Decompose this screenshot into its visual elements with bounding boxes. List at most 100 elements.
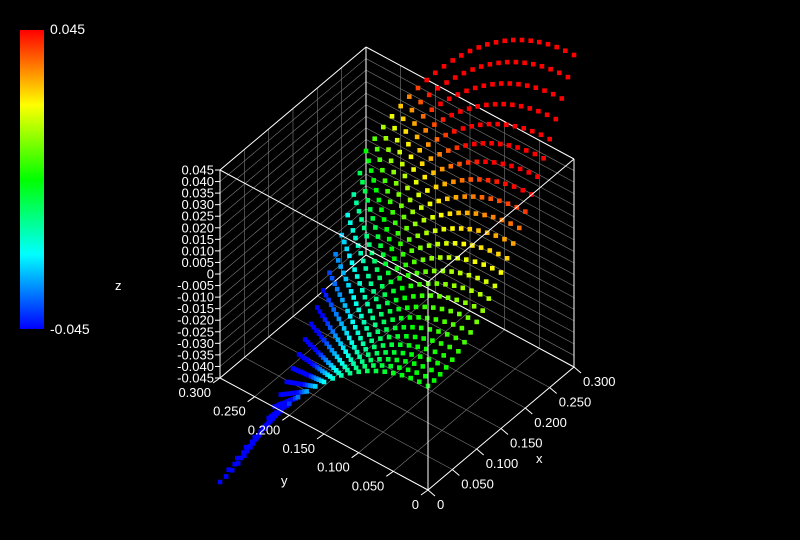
data-point — [442, 181, 447, 187]
data-point — [358, 250, 363, 256]
z-tick-label: -0.010 — [177, 290, 214, 305]
data-point — [273, 413, 278, 419]
data-point — [539, 64, 545, 69]
data-point — [464, 210, 470, 216]
data-point — [390, 317, 395, 322]
grid-line — [358, 329, 505, 453]
data-point — [244, 448, 250, 454]
data-point — [379, 311, 384, 317]
y-axis-label: y — [281, 473, 288, 488]
data-point — [315, 305, 320, 310]
data-point — [410, 209, 415, 215]
data-point — [373, 296, 379, 302]
data-point — [391, 350, 397, 355]
y-tick-label: 0.050 — [352, 478, 385, 493]
data-point — [500, 161, 506, 167]
data-point — [353, 301, 359, 306]
data-point — [252, 434, 257, 440]
data-point — [402, 173, 408, 179]
data-point — [403, 359, 408, 364]
data-point — [456, 349, 461, 354]
data-point — [339, 361, 345, 366]
data-point — [337, 357, 342, 363]
data-point — [398, 103, 403, 109]
data-point — [321, 338, 327, 343]
data-point — [232, 461, 237, 467]
data-point — [415, 233, 421, 239]
data-point — [431, 378, 437, 383]
data-point — [440, 117, 446, 122]
data-point — [314, 328, 319, 333]
data-point — [459, 178, 465, 183]
data-point — [404, 225, 409, 231]
data-point — [437, 294, 442, 299]
data-point — [548, 66, 553, 72]
grid-line — [219, 220, 367, 344]
grid-line — [219, 104, 367, 229]
data-point — [495, 121, 500, 127]
grid-line — [219, 92, 367, 217]
z-tick-label: -0.045 — [177, 371, 214, 386]
data-point — [418, 325, 424, 331]
data-point — [327, 374, 333, 379]
data-point — [328, 362, 334, 368]
data-point — [380, 343, 386, 348]
data-point — [334, 354, 340, 360]
data-point — [264, 423, 270, 428]
data-point — [461, 241, 467, 247]
data-point — [477, 292, 483, 297]
data-point — [317, 366, 322, 372]
data-point — [362, 364, 367, 369]
data-point — [533, 85, 539, 90]
data-point — [441, 64, 447, 69]
data-point — [415, 85, 421, 91]
data-point — [481, 262, 486, 267]
data-point — [431, 170, 436, 175]
data-point — [370, 315, 375, 321]
data-point — [421, 336, 426, 341]
data-point — [474, 159, 480, 165]
data-point — [357, 170, 363, 176]
data-point — [506, 143, 512, 148]
data-point — [357, 281, 362, 286]
data-point — [494, 179, 499, 184]
data-point — [368, 357, 374, 363]
data-point — [403, 262, 408, 268]
data-point — [357, 354, 362, 360]
data-point — [526, 170, 532, 175]
data-point — [432, 228, 438, 233]
data-point — [290, 366, 296, 371]
data-point — [465, 315, 471, 320]
data-point — [395, 231, 401, 236]
data-point — [450, 357, 455, 362]
data-point — [412, 334, 418, 340]
data-point — [420, 364, 426, 369]
x-tick-label: 0.150 — [510, 436, 543, 451]
data-point — [485, 42, 490, 47]
data-point — [381, 217, 387, 222]
data-point — [371, 178, 376, 183]
y-tick-label: 0.200 — [248, 422, 281, 437]
y-tick-mark — [316, 433, 325, 440]
data-point — [343, 349, 348, 354]
data-point — [446, 255, 452, 260]
data-point — [379, 363, 385, 368]
data-point — [532, 151, 538, 157]
data-point — [350, 228, 356, 233]
data-point — [332, 351, 337, 356]
data-point — [333, 333, 338, 338]
data-point — [365, 368, 370, 374]
data-point — [242, 453, 247, 458]
data-point — [414, 270, 420, 276]
data-point — [419, 205, 424, 210]
data-point — [355, 330, 361, 336]
data-point — [328, 302, 334, 307]
data-point — [327, 270, 332, 275]
data-point — [229, 468, 235, 473]
data-point — [296, 390, 302, 395]
data-point — [472, 141, 477, 147]
data-point — [367, 242, 372, 247]
data-point — [235, 455, 240, 461]
data-point — [423, 128, 428, 133]
data-point — [331, 307, 336, 312]
